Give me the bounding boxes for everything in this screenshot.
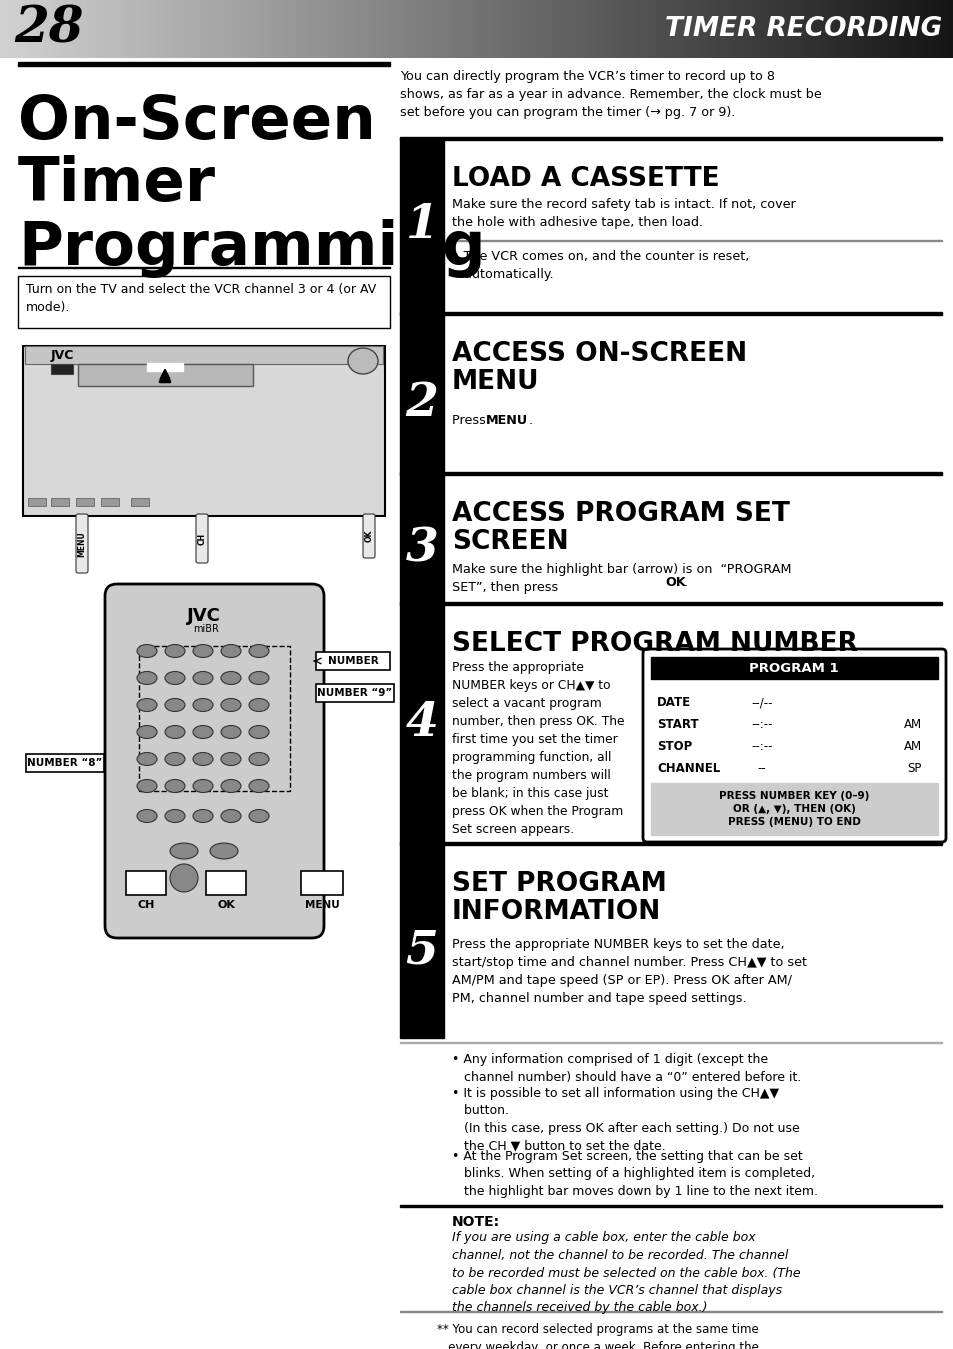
Bar <box>915 0 918 58</box>
Text: NUMBER “8”: NUMBER “8” <box>28 758 103 768</box>
Bar <box>181 0 184 58</box>
FancyBboxPatch shape <box>105 584 324 938</box>
Ellipse shape <box>221 780 241 792</box>
Bar <box>372 0 375 58</box>
Bar <box>772 0 775 58</box>
Bar <box>591 0 594 58</box>
Bar <box>79 0 83 58</box>
Bar <box>89 0 92 58</box>
Text: LOAD A CASSETTE: LOAD A CASSETTE <box>452 166 719 192</box>
Ellipse shape <box>210 843 237 859</box>
Bar <box>569 0 572 58</box>
Text: --: -- <box>757 762 765 776</box>
Bar <box>650 782 937 835</box>
Ellipse shape <box>221 699 241 711</box>
Bar <box>760 0 762 58</box>
Bar <box>670 0 674 58</box>
Bar <box>140 0 143 58</box>
Text: PRESS NUMBER KEY (0–9)
OR (▲, ▼), THEN (OK)
PRESS (MENU) TO END: PRESS NUMBER KEY (0–9) OR (▲, ▼), THEN (… <box>718 791 868 827</box>
Bar <box>10 0 12 58</box>
Bar <box>51 498 69 506</box>
Bar <box>912 0 915 58</box>
Ellipse shape <box>221 672 241 684</box>
Bar <box>169 0 172 58</box>
Bar <box>731 0 734 58</box>
Bar <box>216 0 219 58</box>
Bar <box>18 62 390 66</box>
Text: PROGRAM 1: PROGRAM 1 <box>748 661 838 674</box>
Bar <box>191 0 193 58</box>
Bar <box>245 0 248 58</box>
Bar <box>826 0 829 58</box>
Bar <box>241 0 245 58</box>
Ellipse shape <box>249 726 269 738</box>
Bar <box>346 0 350 58</box>
Bar <box>746 0 750 58</box>
Text: CHANNEL: CHANNEL <box>657 762 720 776</box>
Bar <box>455 0 457 58</box>
Bar <box>553 0 556 58</box>
Bar <box>781 0 784 58</box>
Bar <box>600 0 603 58</box>
Bar <box>848 0 851 58</box>
Ellipse shape <box>137 699 157 711</box>
Bar <box>524 0 527 58</box>
Bar <box>829 0 832 58</box>
Bar <box>562 0 565 58</box>
Ellipse shape <box>221 645 241 657</box>
Text: SET PROGRAM
INFORMATION: SET PROGRAM INFORMATION <box>452 871 666 925</box>
Text: 5: 5 <box>405 927 438 973</box>
Bar <box>476 0 479 58</box>
Bar <box>391 0 394 58</box>
Bar <box>416 0 419 58</box>
Bar <box>737 0 740 58</box>
Bar <box>883 0 886 58</box>
Text: Make sure the record safety tab is intact. If not, cover
the hole with adhesive : Make sure the record safety tab is intac… <box>452 198 795 229</box>
Bar <box>51 364 73 374</box>
FancyBboxPatch shape <box>23 345 385 517</box>
FancyBboxPatch shape <box>315 652 390 670</box>
Bar <box>702 0 705 58</box>
Text: • The VCR comes on, and the counter is reset,
   automatically.: • The VCR comes on, and the counter is r… <box>452 250 749 281</box>
Bar <box>931 0 934 58</box>
Bar <box>927 0 931 58</box>
Bar <box>207 0 210 58</box>
Bar <box>29 0 31 58</box>
Bar <box>784 0 788 58</box>
Bar <box>864 0 867 58</box>
Text: Programming: Programming <box>18 219 485 278</box>
Bar <box>839 0 841 58</box>
Bar <box>399 843 443 1037</box>
Bar <box>12 0 16 58</box>
Bar <box>603 0 607 58</box>
Text: Press: Press <box>452 414 489 428</box>
FancyBboxPatch shape <box>363 514 375 558</box>
Bar <box>48 0 51 58</box>
Bar <box>399 472 941 475</box>
Bar <box>45 0 48 58</box>
Bar <box>41 0 45 58</box>
Bar <box>775 0 779 58</box>
Bar <box>734 0 737 58</box>
Bar <box>22 0 26 58</box>
Bar <box>384 0 388 58</box>
Bar <box>512 0 515 58</box>
Bar <box>289 0 293 58</box>
Bar <box>899 0 902 58</box>
Bar <box>712 0 715 58</box>
Bar <box>276 0 279 58</box>
Bar <box>188 0 191 58</box>
Bar <box>715 0 718 58</box>
Bar <box>740 0 743 58</box>
Bar <box>317 0 321 58</box>
Bar <box>112 0 114 58</box>
Ellipse shape <box>193 809 213 823</box>
Bar <box>798 0 801 58</box>
Bar <box>641 0 645 58</box>
Bar <box>121 0 124 58</box>
Bar <box>25 345 382 364</box>
Ellipse shape <box>221 726 241 738</box>
Bar <box>399 138 443 313</box>
Ellipse shape <box>137 645 157 657</box>
Bar <box>64 0 67 58</box>
